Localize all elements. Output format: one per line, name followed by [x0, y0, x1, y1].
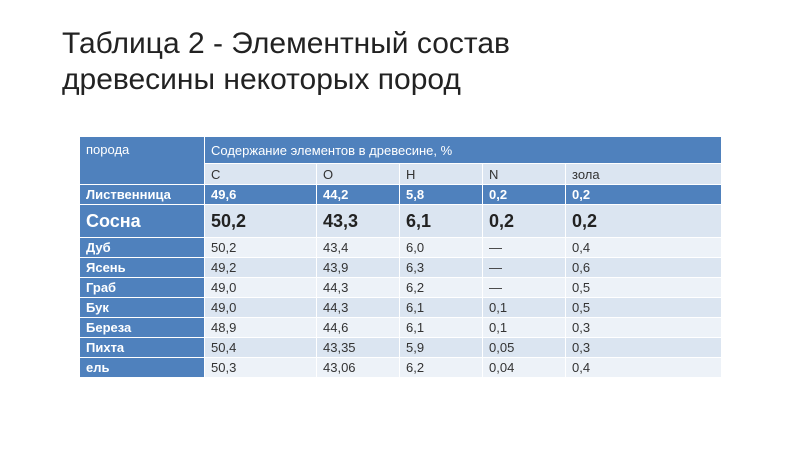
value-n: 0,2	[482, 204, 566, 238]
value-c: 49,6	[204, 184, 317, 205]
value-c: 48,9	[204, 317, 317, 338]
value-o: 43,4	[316, 237, 400, 258]
table-row: ель 50,3 43,06 6,2 0,04 0,4	[79, 357, 723, 378]
header-species: порода	[79, 136, 205, 185]
value-h: 6,1	[399, 317, 483, 338]
species-name: Пихта	[79, 337, 205, 358]
species-name: Береза	[79, 317, 205, 338]
value-n: 0,2	[482, 184, 566, 205]
value-o: 44,3	[316, 297, 400, 318]
value-h: 6,0	[399, 237, 483, 258]
table-row: Граб 49,0 44,3 6,2 — 0,5	[79, 277, 723, 298]
value-n: —	[482, 237, 566, 258]
value-c: 50,2	[204, 204, 317, 238]
table-row: Лиственница 49,6 44,2 5,8 0,2 0,2	[79, 184, 723, 205]
value-h: 6,1	[399, 297, 483, 318]
slide-title: Таблица 2 - Элементный состав древесины …	[62, 26, 742, 98]
value-ash: 0,4	[564, 357, 723, 378]
value-n: 0,1	[482, 297, 566, 318]
value-ash: 0,6	[564, 257, 723, 278]
species-name: ель	[79, 357, 205, 378]
value-o: 44,6	[316, 317, 400, 338]
value-n: —	[482, 277, 566, 298]
value-h: 6,1	[399, 204, 483, 238]
value-c: 49,2	[204, 257, 317, 278]
value-ash: 0,5	[564, 297, 723, 318]
species-name: Лиственница	[79, 184, 205, 205]
value-o: 44,2	[316, 184, 400, 205]
slide-title-line-1: Таблица 2 - Элементный состав	[62, 27, 510, 60]
value-o: 43,35	[316, 337, 400, 358]
value-ash: 0,4	[564, 237, 723, 258]
species-name: Бук	[79, 297, 205, 318]
value-n: —	[482, 257, 566, 278]
value-h: 6,2	[399, 277, 483, 298]
value-ash: 0,3	[564, 317, 723, 338]
value-o: 44,3	[316, 277, 400, 298]
table-row: Пихта 50,4 43,35 5,9 0,05 0,3	[79, 337, 723, 358]
value-n: 0,05	[482, 337, 566, 358]
header-element-ash: зола	[564, 163, 723, 185]
value-ash: 0,2	[564, 204, 723, 238]
value-c: 49,0	[204, 297, 317, 318]
species-name: Сосна	[79, 204, 205, 238]
species-name: Ясень	[79, 257, 205, 278]
table-row: Ясень 49,2 43,9 6,3 — 0,6	[79, 257, 723, 278]
value-n: 0,1	[482, 317, 566, 338]
value-ash: 0,5	[564, 277, 723, 298]
value-h: 6,2	[399, 357, 483, 378]
value-c: 50,2	[204, 237, 317, 258]
header-element-c: C	[204, 163, 317, 185]
value-o: 43,3	[316, 204, 400, 238]
element-composition-table: порода Содержание элементов в древесине,…	[79, 136, 723, 378]
table-row: Береза 48,9 44,6 6,1 0,1 0,3	[79, 317, 723, 338]
table-row: Сосна 50,2 43,3 6,1 0,2 0,2	[79, 204, 723, 238]
species-name: Граб	[79, 277, 205, 298]
value-ash: 0,2	[564, 184, 723, 205]
header-element-h: H	[399, 163, 483, 185]
species-name: Дуб	[79, 237, 205, 258]
value-h: 6,3	[399, 257, 483, 278]
value-c: 49,0	[204, 277, 317, 298]
value-o: 43,06	[316, 357, 400, 378]
table-row: Бук 49,0 44,3 6,1 0,1 0,5	[79, 297, 723, 318]
value-ash: 0,3	[564, 337, 723, 358]
header-element-n: N	[482, 163, 566, 185]
value-h: 5,9	[399, 337, 483, 358]
table-row: Дуб 50,2 43,4 6,0 — 0,4	[79, 237, 723, 258]
header-content: Содержание элементов в древесине, %	[203, 136, 723, 164]
value-n: 0,04	[482, 357, 566, 378]
value-h: 5,8	[399, 184, 483, 205]
slide-title-line-2: древесины некоторых пород	[62, 63, 461, 96]
value-c: 50,3	[204, 357, 317, 378]
header-element-o: O	[316, 163, 400, 185]
value-o: 43,9	[316, 257, 400, 278]
value-c: 50,4	[204, 337, 317, 358]
